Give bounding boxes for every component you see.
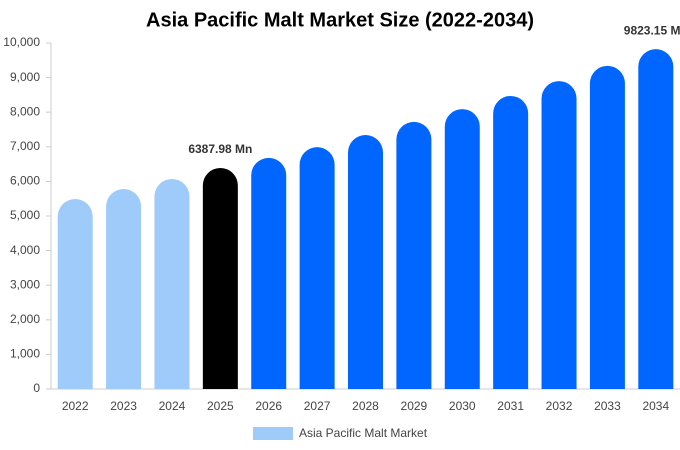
x-tick-label: 2024	[159, 399, 186, 413]
bar	[57, 199, 93, 389]
x-tick-label: 2032	[546, 399, 573, 413]
y-tick-label: 2,000	[10, 312, 40, 326]
x-tick-label: 2023	[110, 399, 137, 413]
y-tick-label: 1,000	[10, 347, 40, 361]
y-tick-label: 3,000	[10, 277, 40, 291]
data-label: 6387.98 Mn	[188, 142, 252, 156]
y-tick-label: 8,000	[10, 104, 40, 118]
data-label: 9823.15 Mn	[624, 23, 680, 37]
bar	[348, 135, 383, 389]
bar	[589, 65, 625, 390]
bar	[396, 121, 432, 389]
legend-label: Asia Pacific Malt Market	[299, 426, 428, 440]
bar	[154, 178, 190, 389]
x-tick-label: 2034	[642, 399, 669, 413]
bar	[638, 49, 674, 389]
bar	[444, 109, 480, 389]
y-tick-label: 7,000	[10, 139, 40, 153]
bar	[299, 147, 335, 389]
x-tick-label: 2027	[304, 399, 331, 413]
x-tick-label: 2022	[62, 399, 89, 413]
bar	[541, 81, 577, 389]
x-tick-label: 2026	[255, 399, 282, 413]
x-tick-label: 2033	[594, 399, 621, 413]
legend-swatch	[253, 427, 293, 440]
x-tick-label: 2031	[497, 399, 524, 413]
bar	[202, 167, 238, 389]
y-tick-label: 5,000	[10, 208, 40, 222]
x-tick-label: 2028	[352, 399, 379, 413]
x-tick-label: 2025	[207, 399, 234, 413]
y-tick-label: 10,000	[3, 35, 40, 49]
bar	[493, 95, 529, 390]
chart-title: Asia Pacific Malt Market Size (2022-2034…	[146, 9, 534, 31]
y-tick-label: 0	[33, 381, 40, 395]
y-tick-label: 4,000	[10, 243, 40, 257]
x-tick-label: 2029	[401, 399, 428, 413]
y-tick-label: 9,000	[10, 70, 40, 84]
x-tick-label: 2030	[449, 399, 476, 413]
bar	[106, 189, 142, 389]
bar	[251, 157, 287, 389]
y-tick-label: 6,000	[10, 174, 40, 188]
